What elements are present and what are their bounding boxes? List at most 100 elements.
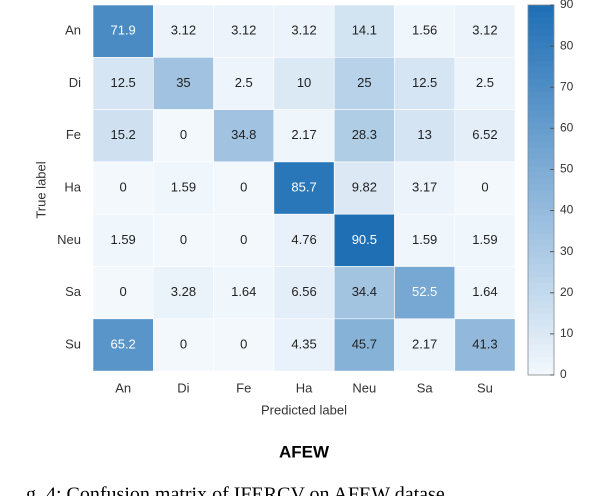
colorbar-segment — [528, 202, 554, 209]
caption: g. 4: Confusion matrix of IFERCV on AFEW… — [26, 484, 445, 496]
colorbar-segment — [528, 91, 554, 98]
colorbar-segment — [528, 42, 554, 49]
cell-label: 41.3 — [472, 336, 497, 351]
cell — [394, 161, 456, 215]
colorbar-segment — [528, 60, 554, 68]
colorbar-segment — [528, 319, 554, 327]
colorbar-tick-label: 50 — [560, 162, 574, 176]
colorbar-frame — [527, 4, 555, 376]
colorbar-segment — [528, 208, 554, 216]
colorbar-segment — [528, 72, 554, 80]
cell-label: 2.5 — [235, 75, 253, 90]
cell-label: 14.1 — [352, 23, 377, 38]
cell-label: 65.2 — [110, 336, 135, 351]
colorbar-tick-label: 30 — [560, 244, 574, 258]
cell — [394, 56, 456, 110]
cell-label: 71.9 — [110, 23, 135, 38]
cell — [454, 161, 516, 215]
y-tick-label: Ha — [64, 179, 81, 194]
cell — [333, 56, 395, 110]
y-tick-label: Di — [69, 75, 81, 90]
cell — [92, 213, 154, 267]
colorbar-segment — [528, 362, 554, 370]
colorbar-segment — [528, 103, 554, 111]
cell-label: 0 — [120, 284, 127, 299]
x-tick-label: Su — [477, 381, 493, 396]
y-tick-label: An — [65, 23, 81, 38]
cell — [454, 109, 516, 163]
cell-label: 1.64 — [472, 284, 497, 299]
colorbar-segment — [528, 227, 554, 234]
y-tick-label: Sa — [65, 284, 82, 299]
cell-label: 3.17 — [412, 179, 437, 194]
colorbar-segment — [528, 294, 554, 302]
cell — [454, 318, 516, 372]
cell-label: 35 — [176, 75, 190, 90]
colorbar-segment — [528, 338, 554, 345]
colorbar-segment — [528, 270, 554, 277]
colorbar-segment — [528, 85, 554, 92]
colorbar-segment — [528, 5, 554, 12]
cell-label: 3.12 — [291, 23, 316, 38]
cell — [153, 266, 214, 320]
cell-label: 2.5 — [476, 75, 494, 90]
x-axis-label: Predicted label — [261, 402, 347, 417]
cell-label: 1.59 — [412, 232, 437, 247]
colorbar-segment — [528, 128, 554, 135]
x-tick-label: Ha — [296, 381, 313, 396]
cell-label: 4.35 — [291, 336, 316, 351]
cell — [454, 266, 516, 320]
cell-label: 1.64 — [231, 284, 256, 299]
x-tick-label: Sa — [417, 381, 434, 396]
cell-label: 0 — [240, 336, 247, 351]
cell-label: 1.59 — [472, 232, 497, 247]
cell-label: 85.7 — [291, 179, 316, 194]
cell-label: 34.4 — [352, 284, 377, 299]
colorbar-segment — [528, 282, 554, 290]
cell-label: 13 — [417, 127, 431, 142]
colorbar-segment — [528, 159, 554, 166]
colorbar-segment — [528, 183, 554, 191]
cell-label: 3.12 — [472, 23, 497, 38]
colorbar-segment — [528, 233, 554, 240]
colorbar-segment — [528, 331, 554, 339]
cell-label: 4.76 — [291, 232, 316, 247]
cell — [273, 266, 335, 320]
colorbar-tick-label: 70 — [560, 79, 574, 93]
cell-label: 2.17 — [291, 127, 316, 142]
y-tick-label: Neu — [57, 232, 81, 247]
cell — [394, 318, 456, 372]
cell — [273, 4, 335, 58]
colorbar-segment — [528, 368, 554, 376]
cell — [333, 266, 395, 320]
cell — [333, 4, 395, 58]
cell-label: 9.82 — [352, 179, 377, 194]
cell-label: 0 — [180, 232, 187, 247]
x-tick-label: An — [115, 381, 131, 396]
colorbar-tick-label: 20 — [560, 285, 574, 299]
cell-label: 12.5 — [110, 75, 135, 90]
colorbar-segment — [528, 177, 554, 185]
cell-label: 0 — [240, 232, 247, 247]
cell — [213, 266, 275, 320]
y-tick-label: Su — [65, 336, 81, 351]
colorbar-segment — [528, 97, 554, 105]
cell-label: 6.52 — [472, 127, 497, 142]
cell — [394, 109, 456, 163]
cell — [273, 109, 335, 163]
colorbar-segment — [528, 325, 554, 333]
colorbar-segment — [528, 264, 554, 271]
cell-label: 1.59 — [110, 232, 135, 247]
cell-label: 28.3 — [352, 127, 377, 142]
cell — [92, 161, 154, 215]
colorbar-segment — [528, 35, 554, 43]
cell-label: 3.28 — [171, 284, 196, 299]
cell — [92, 266, 154, 320]
cell-label: 0 — [481, 179, 488, 194]
colorbar-segment — [528, 48, 554, 55]
colorbar-tick-label: 60 — [560, 121, 574, 135]
cell — [273, 161, 335, 215]
cell-label: 3.12 — [231, 23, 256, 38]
